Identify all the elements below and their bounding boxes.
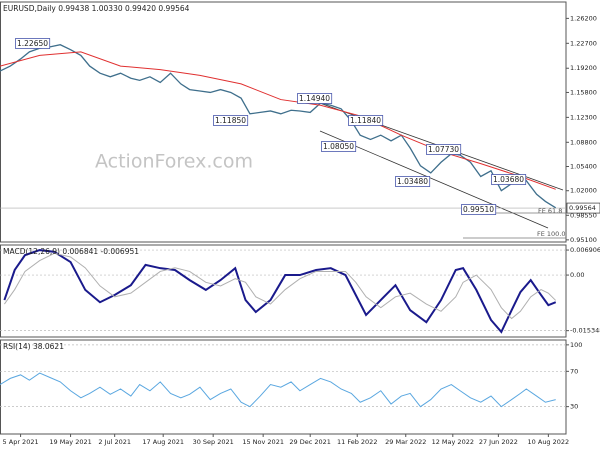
annotation: 1.14940 [299,94,330,103]
x-tick-label: 29 Mar 2022 [385,438,426,446]
fe-label: FE 100.0 [537,230,566,238]
annotation-box [461,204,497,215]
x-tick-label: 10 Aug 2022 [528,438,570,446]
y-tick-label: 0.98550 [570,211,597,219]
x-tick-label: 17 Aug 2021 [142,438,184,446]
x-tick-label: 19 May 2021 [49,438,91,446]
x-tick-label: 29 Dec 2021 [289,438,331,446]
macd-panel [0,244,567,338]
x-tick-label: 30 Sep 2021 [193,438,234,446]
y-tick-label: 1.12300 [570,113,597,121]
series-line [0,51,556,190]
annotation-box [491,174,527,185]
y-tick-label: 0.95100 [570,236,597,244]
panel-title: EURUSD,Daily 0.99438 1.00330 0.99420 0.9… [3,4,190,13]
y-tick-label: 100 [570,341,582,349]
y-tick-label: 1.22700 [570,39,597,47]
panel-title: MACD(12,26,9) 0.006841 -0.006951 [3,247,139,256]
annotation: 0.99510 [463,205,494,214]
y-tick-label: 70 [570,367,578,375]
annotation: 1.03680 [493,175,524,184]
annotation: 1.08050 [323,142,354,151]
last-price-tag [566,202,600,214]
rsi-panel [0,339,567,435]
series-line [4,252,557,320]
x-tick-label: 27 Jun 2022 [479,438,518,446]
x-tick-label: 2 Jul 2021 [98,438,131,446]
y-tick-label: 0.006906 [570,246,600,254]
annotation: 1.11840 [350,116,381,125]
annotation: 1.22650 [17,39,48,48]
y-tick-label: 1.26200 [570,14,597,22]
x-tick-label: 11 Feb 2022 [337,438,377,446]
annotation-box [395,176,431,187]
x-tick-label: 15 Nov 2021 [242,438,284,446]
annotation: 1.03480 [397,177,428,186]
channel-line [319,130,549,229]
x-tick-label: 5 Apr 2021 [3,438,39,446]
watermark: ActionForex.com [95,151,253,173]
last-price-label: 0.99564 [569,204,596,212]
annotation-box [213,115,249,126]
annotation-box [348,115,384,126]
annotation: 1.07730 [428,145,459,154]
series-line [3,249,557,334]
y-tick-label: 1.15800 [570,88,597,96]
y-tick-label: 30 [570,403,578,411]
annotation-box [321,141,357,152]
series-line [0,372,556,408]
y-tick-label: -0.015348 [570,327,600,335]
annotation-box [297,93,333,104]
annotation-box [426,144,462,155]
y-tick-label: 1.02000 [570,187,597,195]
annotation-box [15,38,51,49]
y-tick-label: 1.08800 [570,138,597,146]
y-tick-label: 1.05400 [570,163,597,171]
panel-title: RSI(14) 38.0621 [3,342,64,351]
y-tick-label: 1.19200 [570,64,597,72]
x-tick-label: 12 May 2022 [432,438,474,446]
price-panel [0,1,567,243]
annotation: 1.11850 [215,116,246,125]
fe-label: FE 61.8 [538,207,562,215]
y-tick-label: 0.00 [570,271,584,279]
